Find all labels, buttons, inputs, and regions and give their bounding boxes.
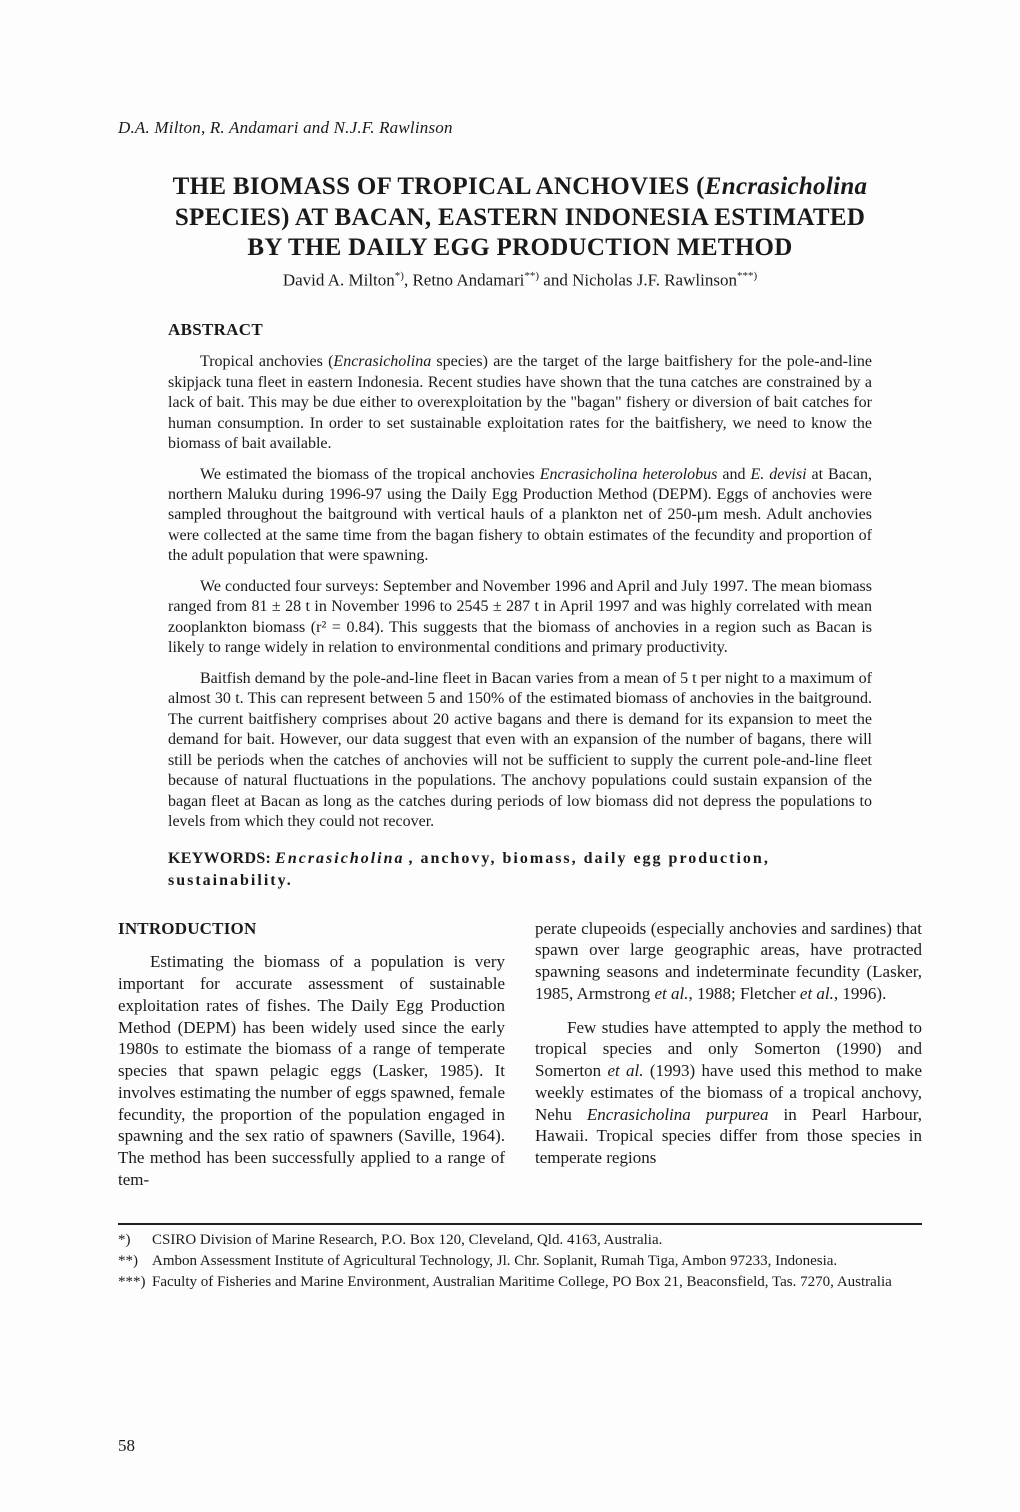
footnotes: *) CSIRO Division of Marine Research, P.… <box>118 1231 922 1293</box>
abstract-heading: ABSTRACT <box>168 320 922 340</box>
abstract-p1-a: Tropical anchovies ( <box>200 353 333 370</box>
footnote-1-text: CSIRO Division of Marine Research, P.O. … <box>152 1231 922 1250</box>
abstract-p3: We conducted four surveys: September and… <box>168 577 872 659</box>
abstract-p2: We estimated the biomass of the tropical… <box>168 465 872 567</box>
footnote-3-mark: ***) <box>118 1273 152 1292</box>
author-line: David A. Milton*), Retno Andamari**) and… <box>118 270 922 291</box>
intro-left-p1: Estimating the biomass of a population i… <box>118 951 505 1190</box>
title-line3: BY THE DAILY EGG PRODUCTION METHOD <box>247 234 792 261</box>
title-genus-italic: Encrasicholina <box>705 173 868 200</box>
intro-right-p1-ital1: et al. <box>654 984 688 1003</box>
title-line1-pre: THE BIOMASS OF TROPICAL ANCHOVIES ( <box>173 173 705 200</box>
left-column: INTRODUCTION Estimating the biomass of a… <box>118 918 505 1203</box>
intro-right-p1-c: , 1996). <box>834 984 886 1003</box>
intro-right-p1: perate clupeoids (especially anchovies a… <box>535 918 922 1005</box>
footnote-2: **) Ambon Assessment Institute of Agricu… <box>118 1252 922 1271</box>
intro-right-p2-ital1: et al. <box>607 1061 643 1080</box>
running-head: D.A. Milton, R. Andamari and N.J.F. Rawl… <box>118 118 922 138</box>
page-number: 58 <box>118 1436 135 1456</box>
footnote-2-text: Ambon Assessment Institute of Agricultur… <box>152 1252 922 1271</box>
body-columns: INTRODUCTION Estimating the biomass of a… <box>118 918 922 1203</box>
intro-right-p1-b: , 1988; Fletcher <box>688 984 799 1003</box>
abstract-body: Tropical anchovies (Encrasicholina speci… <box>168 352 872 832</box>
keywords-label: KEYWORDS: <box>168 850 271 867</box>
intro-right-p2-ital2: Encrasicholina purpurea <box>587 1105 769 1124</box>
abstract-p2-b: and <box>717 466 750 483</box>
author-sep-1: , Retno Andamari <box>404 270 524 289</box>
introduction-heading: INTRODUCTION <box>118 918 505 940</box>
keywords-italic: Encrasicholina <box>275 850 404 867</box>
abstract-p2-ital1: Encrasicholina heterolobus <box>540 466 718 483</box>
affil-mark-3: ***) <box>737 270 757 282</box>
intro-right-p1-ital2: et al. <box>800 984 834 1003</box>
footnote-3-text: Faculty of Fisheries and Marine Environm… <box>152 1273 922 1292</box>
abstract-p4: Baitfish demand by the pole-and-line fle… <box>168 669 872 833</box>
title-line2: SPECIES) AT BACAN, EASTERN INDONESIA EST… <box>175 204 865 231</box>
abstract-p1-ital1: Encrasicholina <box>333 353 431 370</box>
footnote-3: ***) Faculty of Fisheries and Marine Env… <box>118 1273 922 1292</box>
intro-right-p2: Few studies have attempted to apply the … <box>535 1017 922 1169</box>
footnote-1-mark: *) <box>118 1231 152 1250</box>
keywords-block: KEYWORDS: Encrasicholina, anchovy, bioma… <box>168 848 872 891</box>
author-1: David A. Milton <box>283 270 395 289</box>
footnote-rule <box>118 1223 922 1225</box>
abstract-p2-a: We estimated the biomass of the tropical… <box>200 466 540 483</box>
author-sep-2: and Nicholas J.F. Rawlinson <box>539 270 737 289</box>
affil-mark-1: *) <box>395 270 404 282</box>
affil-mark-2: **) <box>524 270 539 282</box>
footnote-2-mark: **) <box>118 1252 152 1271</box>
right-column: perate clupeoids (especially anchovies a… <box>535 918 922 1203</box>
footnote-1: *) CSIRO Division of Marine Research, P.… <box>118 1231 922 1250</box>
abstract-p2-ital2: E. devisi <box>750 466 806 483</box>
paper-title: THE BIOMASS OF TROPICAL ANCHOVIES (Encra… <box>132 172 908 264</box>
abstract-p1: Tropical anchovies (Encrasicholina speci… <box>168 352 872 454</box>
page: D.A. Milton, R. Andamari and N.J.F. Rawl… <box>0 0 1020 1512</box>
